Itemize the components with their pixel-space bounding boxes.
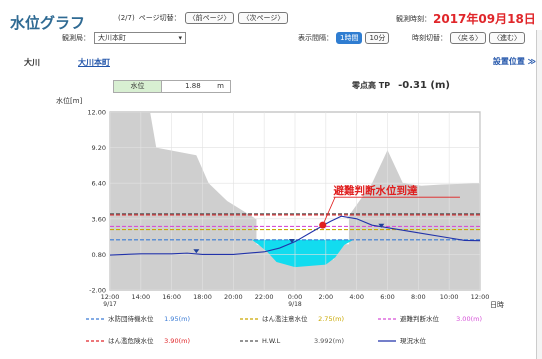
x-tick-label: 12:00 (101, 293, 120, 301)
x-tick-label: 4:00 (349, 293, 364, 301)
x-tick-label: 18:00 (193, 293, 212, 301)
zero-height-label: 零点高 TP (352, 81, 391, 90)
x-tick-label: 14:00 (131, 293, 150, 301)
time-switch-label: 時刻切替： (412, 34, 447, 42)
y-tick-label: 3.60 (92, 215, 106, 223)
annotation-label: 避難判断水位到達 (333, 184, 418, 197)
station-link[interactable]: 大川本町 (78, 58, 110, 67)
legend-value: 1.95(m) (164, 315, 190, 323)
annotation-leader (322, 197, 336, 226)
x-tick-label: 0:00 (288, 293, 303, 301)
x-tick-label: 8:00 (411, 293, 426, 301)
legend-label: はん濫危険水位 (108, 336, 154, 345)
legend-label: はん濫注意水位 (262, 314, 308, 323)
current-level-line (109, 215, 481, 256)
water-fill (251, 239, 354, 268)
legend-value: 3.90(m) (164, 337, 190, 345)
page-indicator: (2/7) (118, 14, 135, 22)
station-control: 観測局： 大川本町 ▾ (62, 32, 186, 44)
legend-value: 2.75(m) (318, 315, 344, 323)
x-date-label: 9/17 (103, 301, 117, 308)
legend-label-current: 現況水位 (400, 336, 427, 345)
observed-time-label: 観測時刻： (396, 14, 431, 23)
install-position-link[interactable]: 設置位置 ≫ (492, 57, 536, 66)
triangle-marker (193, 249, 200, 254)
water-level-readout: 1.88 m (162, 81, 230, 92)
pager: (2/7) ページ切替： 〈前ページ〉 〈次ページ〉 (118, 12, 289, 24)
x-axis-label: 日時 (490, 301, 504, 309)
legend-label: H.W.L (262, 337, 281, 345)
legend-value: 3.992(m) (314, 337, 344, 345)
observed-time: 観測時刻： 2017年09月18日 (396, 10, 536, 27)
x-tick-label: 12:00 (471, 293, 490, 301)
y-tick-label: 12.00 (87, 109, 106, 117)
x-tick-label: 2:00 (319, 293, 334, 301)
prev-page-button[interactable]: 〈前ページ〉 (184, 12, 235, 24)
water-level-unit: m (217, 82, 224, 90)
station-select[interactable]: 大川本町 ▾ (94, 32, 186, 44)
x-tick-label: 20:00 (224, 293, 243, 301)
forward-button[interactable]: 〈進む〉 (489, 32, 525, 44)
x-tick-label: 6:00 (380, 293, 395, 301)
river-name: 大川 (24, 58, 40, 67)
x-tick-label: 10:00 (440, 293, 459, 301)
next-page-button[interactable]: 〈次ページ〉 (238, 12, 289, 24)
water-level-box: 水位 1.88 m (113, 80, 231, 93)
y-tick-label: 9.20 (92, 144, 106, 152)
zero-height: 零点高 TP -0.31 (m) (352, 80, 450, 91)
x-date-label: 9/18 (288, 301, 302, 308)
y-tick-label: 0.80 (92, 251, 106, 259)
page-title: 水位グラフ (10, 14, 86, 32)
interval-1h-button[interactable]: 1時間 (336, 32, 363, 44)
water-level-value: 1.88 (185, 82, 201, 90)
y-tick-label: -2.00 (89, 287, 106, 295)
y-tick-label: 6.40 (92, 180, 106, 188)
observed-time-value: 2017年09月18日 (433, 12, 536, 26)
x-tick-label: 22:00 (255, 293, 274, 301)
station-label: 観測局： (62, 34, 90, 42)
back-button[interactable]: 〈戻る〉 (450, 32, 486, 44)
station-select-value: 大川本町 (98, 34, 126, 42)
chevron-down-icon: ▾ (178, 34, 182, 42)
triangle-marker (378, 223, 385, 228)
time-switch-control: 時刻切替： 〈戻る〉 〈進む〉 (412, 32, 525, 44)
legend-label: 避難判断水位 (400, 314, 440, 323)
legend-value: 3.00(m) (456, 315, 482, 323)
scrollbar[interactable] (536, 30, 542, 359)
interval-label: 表示間隔： (298, 34, 333, 42)
interval-control: 表示間隔： 1時間 10分 (298, 32, 390, 44)
page-switch-label: ページ切替： (138, 14, 181, 22)
water-level-label: 水位 (114, 81, 162, 92)
zero-height-value: -0.31 (m) (398, 80, 450, 91)
y-axis-label: 水位[m] (56, 96, 83, 105)
interval-10min-button[interactable]: 10分 (365, 32, 390, 44)
triangle-marker (288, 239, 295, 244)
x-tick-label: 16:00 (162, 293, 181, 301)
legend-label: 水防団待機水位 (108, 314, 154, 323)
